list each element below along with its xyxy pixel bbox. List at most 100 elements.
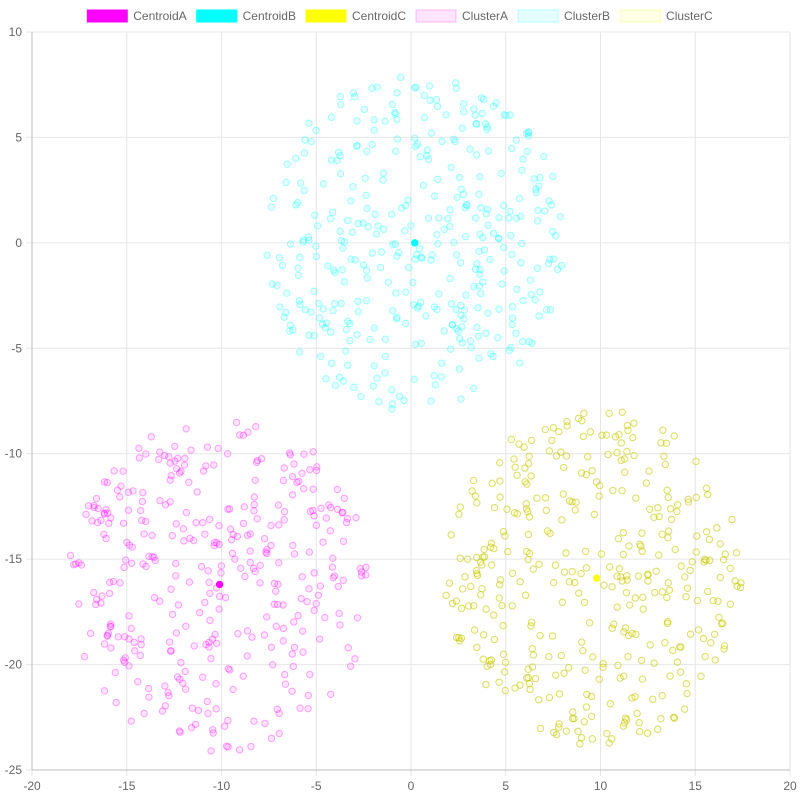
cluster-point <box>580 598 589 607</box>
cluster-point <box>568 567 576 576</box>
cluster-point <box>392 315 401 323</box>
cluster-point <box>682 680 691 688</box>
cluster-point <box>507 343 515 352</box>
cluster-point <box>469 384 478 393</box>
cluster-point <box>663 486 671 494</box>
cluster-point <box>592 478 601 486</box>
cluster-point <box>571 506 579 514</box>
cluster-point <box>283 160 291 168</box>
cluster-point <box>124 488 132 497</box>
cluster-point <box>171 457 179 465</box>
cluster-point <box>422 312 430 320</box>
cluster-point <box>243 652 251 660</box>
cluster-point <box>327 359 336 368</box>
cluster-point <box>615 565 624 573</box>
cluster-point <box>129 487 137 495</box>
legend-item-centroidc[interactable]: CentroidC <box>305 9 406 23</box>
cluster-point <box>526 685 534 694</box>
cluster-point <box>521 478 529 486</box>
cluster-point <box>442 111 450 119</box>
centroid-points <box>215 239 601 589</box>
cluster-point <box>475 190 483 199</box>
cluster-point <box>286 321 294 329</box>
cluster-point <box>343 216 352 225</box>
cluster-point <box>455 334 464 343</box>
cluster-point <box>648 695 657 704</box>
cluster-point <box>106 620 115 628</box>
cluster-point <box>462 291 470 299</box>
cluster-point <box>346 336 354 345</box>
cluster-point <box>410 84 419 92</box>
y-tick-label: 0 <box>15 236 22 250</box>
cluster-point <box>553 265 562 274</box>
cluster-point <box>667 515 676 524</box>
cluster-point <box>349 89 358 97</box>
cluster-point <box>274 501 283 509</box>
cluster-point <box>297 594 305 603</box>
legend-label: ClusterA <box>462 9 508 23</box>
cluster-point <box>683 584 692 592</box>
cluster-point <box>280 508 289 516</box>
cluster-point <box>354 297 362 306</box>
cluster-point <box>247 742 255 751</box>
cluster-point <box>337 299 345 308</box>
cluster-point <box>90 503 98 512</box>
cluster-point <box>704 587 712 596</box>
legend-swatch <box>305 9 347 23</box>
cluster-point <box>597 550 606 558</box>
cluster-point <box>261 719 269 728</box>
cluster-point <box>97 599 105 607</box>
cluster-point <box>692 548 700 556</box>
cluster-point <box>580 409 588 417</box>
cluster-point <box>578 638 586 646</box>
cluster-point <box>666 505 675 513</box>
cluster-point <box>456 554 465 562</box>
cluster-point <box>476 230 484 238</box>
cluster-point <box>536 724 545 733</box>
cluster-point <box>535 312 543 320</box>
cluster-point <box>581 666 589 674</box>
cluster-point <box>339 377 347 385</box>
cluster-point <box>224 743 232 751</box>
cluster-point <box>482 210 490 218</box>
cluster-point <box>457 634 466 643</box>
cluster-point <box>381 117 389 125</box>
legend-item-centroidb[interactable]: CentroidB <box>196 9 296 23</box>
legend-label: CentroidB <box>243 9 296 23</box>
cluster-point <box>476 173 484 181</box>
cluster-point <box>702 528 711 536</box>
cluster-point <box>275 253 284 262</box>
legend-item-clusterc[interactable]: ClusterC <box>619 9 713 23</box>
cluster-point <box>103 509 112 517</box>
cluster-point <box>331 268 339 277</box>
cluster-point <box>629 433 637 442</box>
cluster-point <box>529 651 538 659</box>
cluster-point <box>180 461 189 469</box>
legend-item-centroida[interactable]: CentroidA <box>86 9 187 23</box>
cluster-point <box>551 561 560 569</box>
cluster-point <box>516 578 524 586</box>
cluster-point <box>488 479 496 488</box>
cluster-point <box>185 478 193 486</box>
cluster-point <box>107 514 115 522</box>
cluster-point <box>494 234 503 242</box>
cluster-point <box>237 564 245 572</box>
legend-item-clusterb[interactable]: ClusterB <box>517 9 610 23</box>
cluster-point <box>312 599 320 608</box>
cluster-point <box>562 452 571 460</box>
cluster-point <box>666 672 674 680</box>
cluster-point <box>480 246 489 254</box>
cluster-point <box>75 600 83 608</box>
cluster-point <box>562 549 570 557</box>
cluster-point <box>317 504 325 513</box>
cluster-point <box>657 714 665 723</box>
cluster-point <box>353 614 362 622</box>
cluster-point <box>473 571 482 580</box>
cluster-point <box>310 287 318 295</box>
x-tick-label: 10 <box>594 779 608 793</box>
cluster-point <box>557 651 566 660</box>
cluster-point <box>203 443 212 451</box>
legend-item-clustera[interactable]: ClusterA <box>415 9 508 23</box>
cluster-point <box>119 467 127 475</box>
